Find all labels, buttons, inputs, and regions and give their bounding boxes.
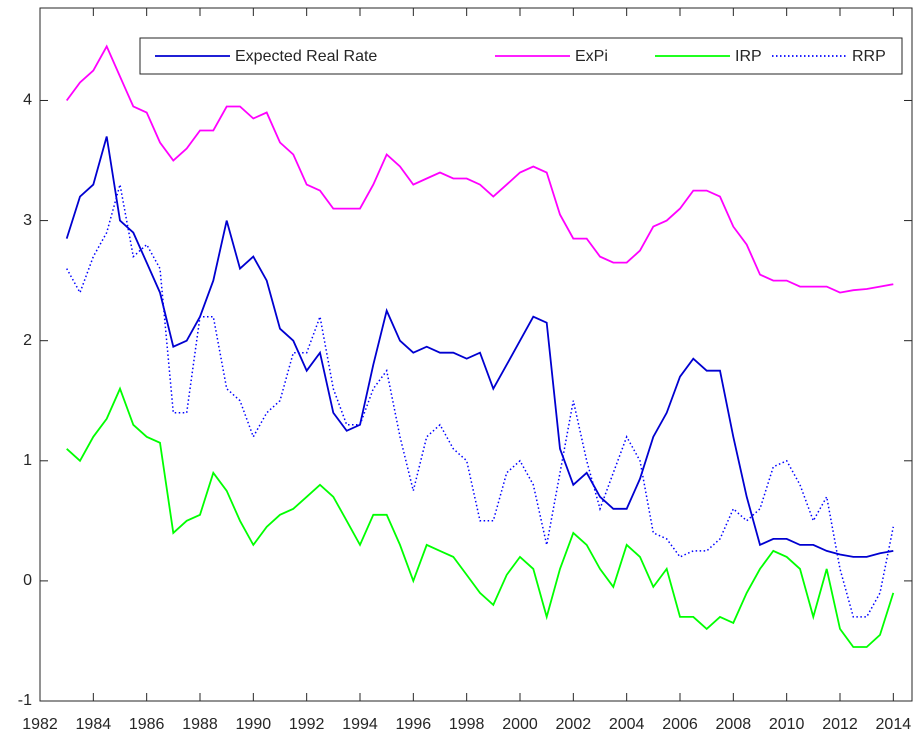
x-tick-label: 2010: [769, 716, 805, 733]
legend-label: Expected Real Rate: [235, 48, 377, 65]
x-tick-label: 1992: [289, 716, 325, 733]
y-tick-label: 2: [23, 332, 32, 349]
x-tick-label: 2006: [662, 716, 698, 733]
y-tick-label: 3: [23, 212, 32, 229]
x-tick-label: 1988: [182, 716, 218, 733]
series-line: [65, 44, 894, 294]
x-tick-label: 1996: [396, 716, 432, 733]
x-tick-label: 1990: [236, 716, 272, 733]
x-tick-label: 1986: [129, 716, 165, 733]
series-line: [66, 184, 895, 618]
series-line: [66, 386, 895, 648]
y-tick-label: 0: [23, 572, 32, 589]
x-tick-label: 2014: [876, 716, 912, 733]
x-tick-label: 1994: [342, 716, 378, 733]
y-tick-label: -1: [18, 692, 32, 709]
series-line: [65, 136, 894, 558]
legend-label: RRP: [852, 48, 886, 65]
y-tick-label: 1: [23, 452, 32, 469]
x-tick-label: 1982: [22, 716, 58, 733]
legend-label: ExPi: [575, 48, 608, 65]
x-tick-label: 1998: [449, 716, 485, 733]
x-tick-label: 2012: [822, 716, 858, 733]
x-tick-label: 2002: [556, 716, 592, 733]
x-tick-label: 1984: [76, 716, 112, 733]
x-tick-label: 2008: [716, 716, 752, 733]
x-tick-label: 2004: [609, 716, 645, 733]
x-tick-label: 2000: [502, 716, 538, 733]
y-tick-label: 4: [23, 92, 32, 109]
legend-label: IRP: [735, 48, 762, 65]
